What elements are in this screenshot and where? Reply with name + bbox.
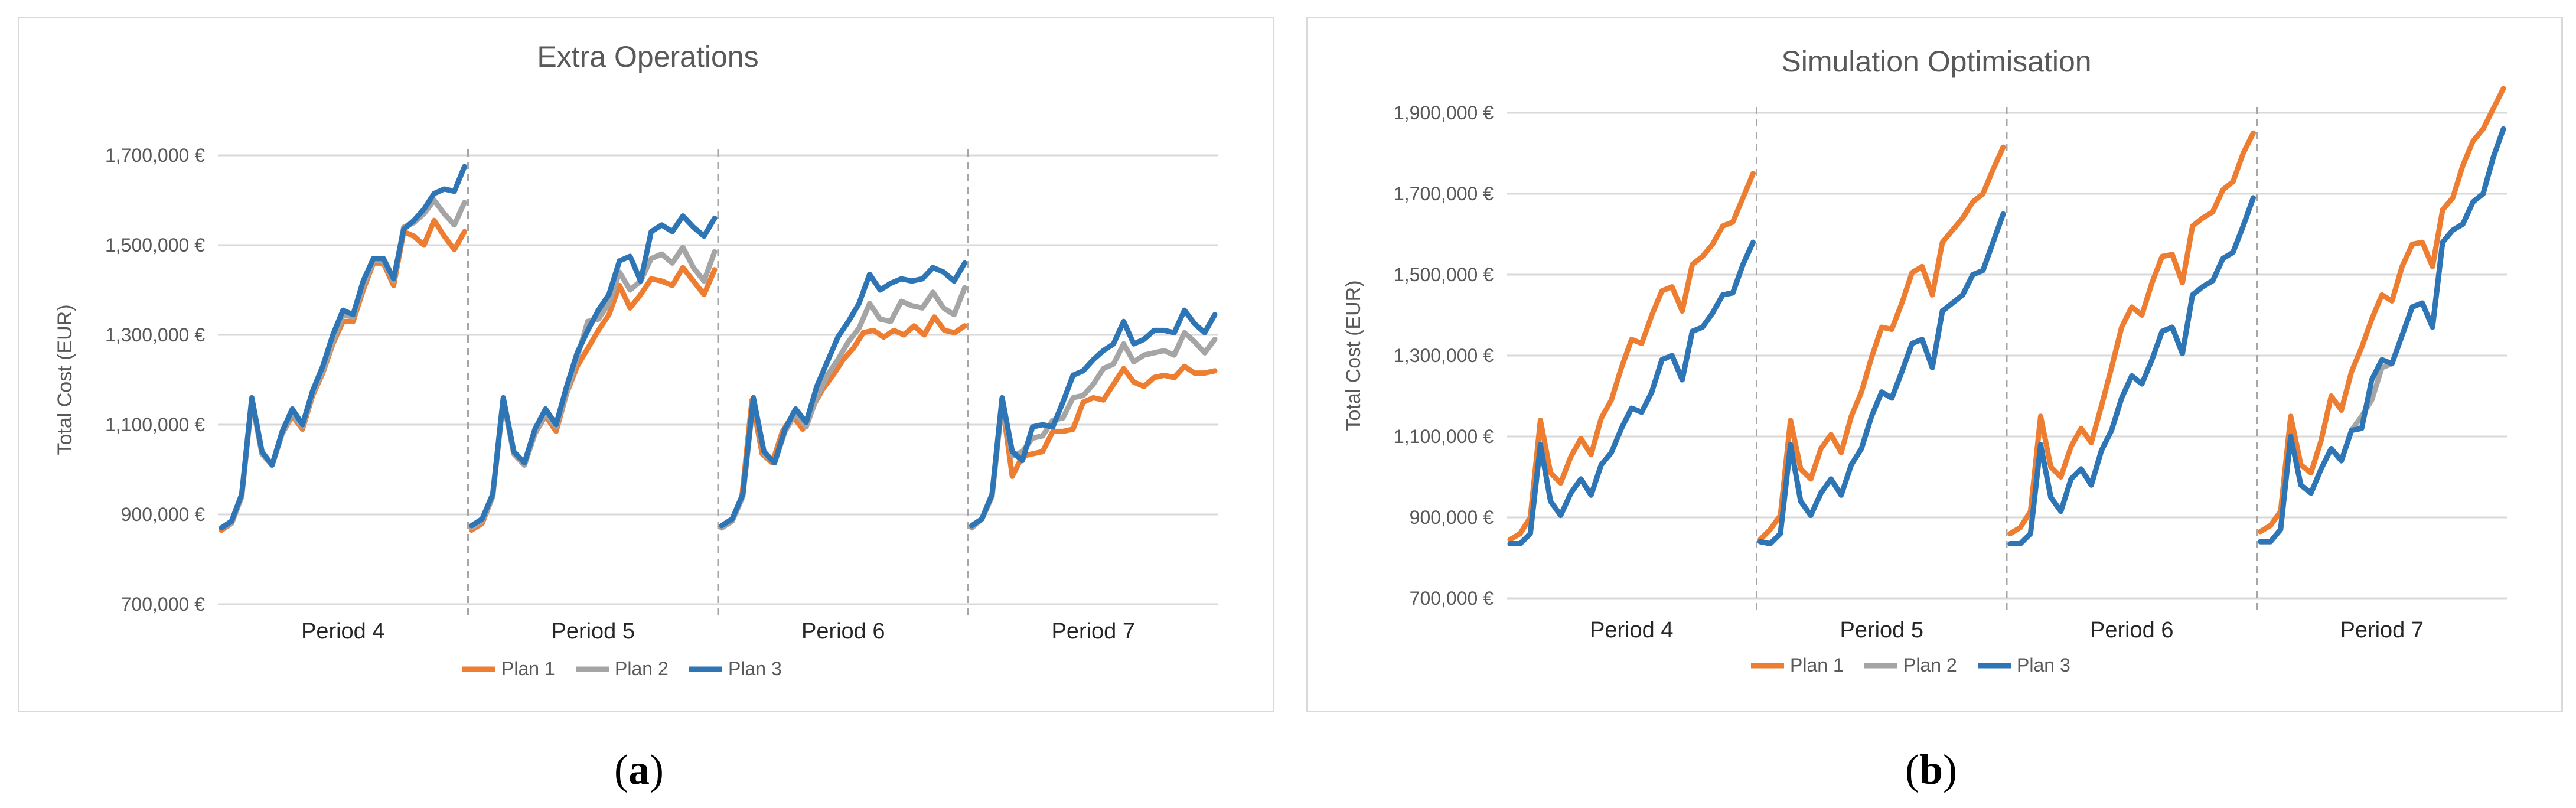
category-label: Period 5 xyxy=(1840,618,1923,643)
series-line-plan-3 xyxy=(2258,126,2506,545)
series-line-plan-2 xyxy=(969,330,1218,531)
chart-panel-b: Simulation Optimisation 700,000 € 900,000 … xyxy=(1306,17,2563,712)
y-tick-label: 1,100,000 € xyxy=(1394,426,1494,447)
y-tick-label: 1,500,000 € xyxy=(105,234,205,256)
series-line-plan-3 xyxy=(969,307,1218,529)
category-label: Period 4 xyxy=(1590,618,1674,643)
series-line-plan-3 xyxy=(469,213,718,529)
y-tick-label: 700,000 € xyxy=(121,594,206,615)
series-line-plan-3 xyxy=(2007,195,2256,546)
caption-a-letter: a xyxy=(628,746,650,793)
series-line-plan-3 xyxy=(719,260,967,529)
category-label: Period 6 xyxy=(801,619,885,644)
y-tick-label: 1,900,000 € xyxy=(1394,102,1494,123)
series-line-plan-3 xyxy=(219,164,467,531)
legend-label-plan-2: Plan 2 xyxy=(1903,654,1957,676)
caption-b: (b) xyxy=(1905,746,1958,793)
legend-label-plan-1: Plan 1 xyxy=(1790,654,1844,676)
series-line-plan-2 xyxy=(2258,126,2506,545)
y-tick-label: 700,000 € xyxy=(1410,588,1494,609)
category-label: Period 4 xyxy=(301,619,385,644)
y-tick-label: 900,000 € xyxy=(121,504,206,525)
category-label: Period 5 xyxy=(551,619,635,644)
series-line-plan-2 xyxy=(219,197,467,531)
series-line-plan-1 xyxy=(1507,171,1756,543)
series-line-plan-3 xyxy=(1507,239,1756,546)
series-line-plan-1 xyxy=(2258,86,2506,535)
y-tick-label: 1,500,000 € xyxy=(1394,264,1494,285)
y-tick-label: 1,300,000 € xyxy=(105,324,205,346)
series-line-plan-3 xyxy=(1757,211,2006,546)
y-axis-title: Total Cost (EUR) xyxy=(54,304,76,455)
series-line-plan-1 xyxy=(469,265,718,533)
category-label: Period 6 xyxy=(2090,618,2174,643)
y-tick-label: 1,700,000 € xyxy=(105,145,205,166)
chart-b-canvas: Simulation Optimisation 700,000 € 900,000 … xyxy=(1342,45,2507,676)
series-line-plan-1 xyxy=(2007,130,2256,536)
chart-a-canvas: Extra Operations 700,000 € 900,000 € 1,100,… xyxy=(54,40,1218,679)
legend-label-plan-1: Plan 1 xyxy=(501,658,555,679)
y-tick-label: 900,000 € xyxy=(1410,507,1494,528)
chart-title: Extra Operations xyxy=(537,40,758,73)
category-label: Period 7 xyxy=(1051,619,1135,644)
category-label: Period 7 xyxy=(2340,618,2424,643)
y-axis-title: Total Cost (EUR) xyxy=(1342,280,1365,431)
caption-b-letter: b xyxy=(1919,746,1944,793)
series-line-plan-1 xyxy=(969,363,1218,531)
y-tick-label: 1,700,000 € xyxy=(1394,183,1494,204)
y-tick-label: 1,300,000 € xyxy=(1394,345,1494,366)
series-line-plan-1 xyxy=(1757,144,2006,543)
chart-title: Simulation Optimisation xyxy=(1781,45,2091,78)
series-line-plan-2 xyxy=(1507,239,1756,546)
series-line-plan-2 xyxy=(469,245,718,531)
caption-a: (a) xyxy=(614,746,664,793)
chart-panel-a: Extra Operations 700,000 € 900,000 € 1,100,… xyxy=(18,17,1274,712)
series-line-plan-2 xyxy=(2007,195,2256,546)
series-line-plan-1 xyxy=(219,217,467,533)
legend-label-plan-3: Plan 3 xyxy=(2017,654,2070,676)
legend-label-plan-2: Plan 2 xyxy=(615,658,669,679)
series-line-plan-2 xyxy=(1757,211,2006,546)
y-tick-label: 1,100,000 € xyxy=(105,414,205,435)
legend-label-plan-3: Plan 3 xyxy=(728,658,782,679)
